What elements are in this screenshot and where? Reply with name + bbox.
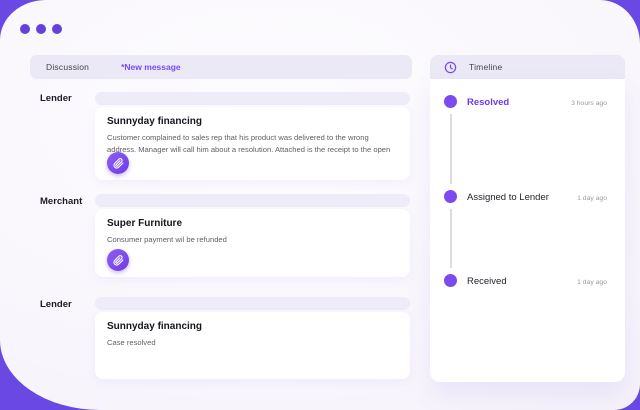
timeline-event-label: Assigned to Lender	[467, 192, 549, 203]
timeline-event-dot	[444, 190, 457, 203]
timeline-header-bar: Timeline	[430, 55, 625, 79]
timeline-event-time: 3 hours ago	[571, 100, 607, 107]
timeline-connector	[450, 209, 452, 268]
timeline-event-label: Resolved	[467, 97, 510, 108]
message-sender-name: Sunnyday financing	[107, 116, 203, 127]
discussion-tab-label: Discussion	[46, 62, 90, 72]
window-dot	[20, 24, 30, 34]
message-card-header-strip	[95, 92, 410, 105]
message-card-header-strip	[95, 297, 410, 310]
attachment-button[interactable]	[107, 152, 129, 174]
timeline-title: Timeline	[469, 62, 503, 72]
paperclip-icon	[112, 157, 124, 169]
message-card-header-strip	[95, 194, 410, 207]
message-author-role: Lender	[40, 299, 72, 310]
attachment-button[interactable]	[107, 249, 129, 271]
message-card: Sunnyday financing Customer complained t…	[95, 107, 410, 180]
window-dot	[36, 24, 46, 34]
timeline-event-time: 1 day ago	[577, 195, 607, 202]
new-message-link[interactable]: *New message	[121, 62, 181, 72]
window-dot	[52, 24, 62, 34]
message-card: Super Furniture Consumer payment wil be …	[95, 209, 410, 277]
timeline-event-label: Received	[467, 276, 507, 287]
message-sender-name: Super Furniture	[107, 218, 183, 229]
window-control-dots	[20, 24, 62, 34]
message-sender-name: Sunnyday financing	[107, 321, 203, 332]
timeline-event-dot	[444, 95, 457, 108]
timeline-panel	[430, 79, 625, 382]
message-author-role: Merchant	[40, 196, 83, 207]
message-author-role: Lender	[40, 93, 72, 104]
timeline-event-dot	[444, 274, 457, 287]
paperclip-icon	[112, 254, 124, 266]
timeline-connector	[450, 114, 452, 184]
message-body-text: Consumer payment wil be refunded	[107, 235, 227, 244]
message-card: Sunnyday financing Case resolved	[95, 312, 410, 379]
clock-icon	[444, 61, 457, 74]
message-body-text: Customer complained to sales rep that hi…	[107, 133, 391, 165]
timeline-event-time: 1 day ago	[577, 279, 607, 286]
discussion-header-bar: Discussion *New message	[30, 55, 412, 79]
message-body-text: Case resolved	[107, 338, 156, 347]
